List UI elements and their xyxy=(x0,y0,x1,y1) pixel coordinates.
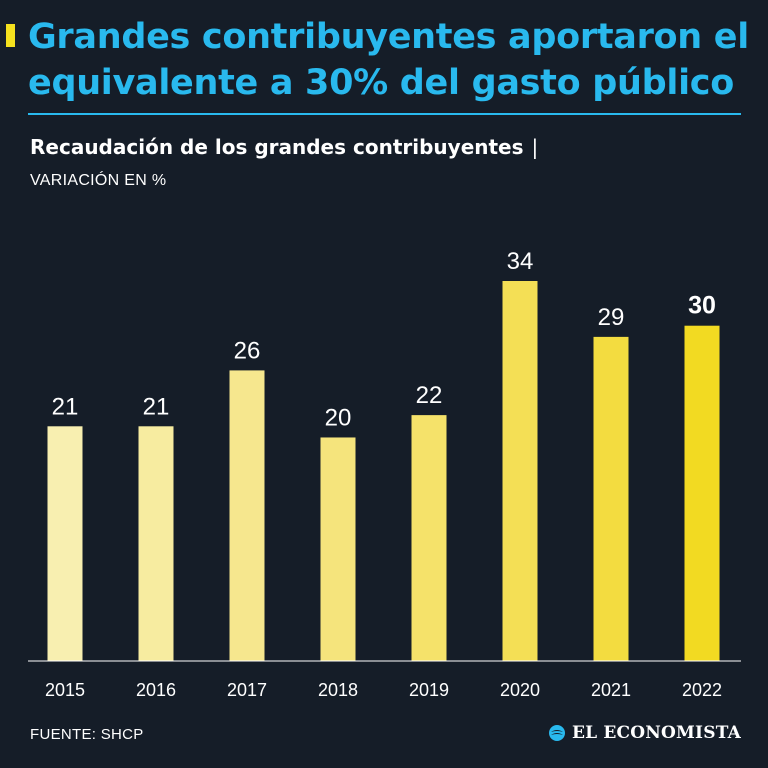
chart-subtitle-text: Recaudación de los grandes contribuyente… xyxy=(30,135,524,159)
bar-2015 xyxy=(47,426,83,661)
data-label-2020: 34 xyxy=(507,248,534,275)
chart-subtitle: Recaudación de los grandes contribuyente… xyxy=(30,133,538,161)
headline: Grandes contribuyentes aportaron el equi… xyxy=(28,17,749,103)
data-label-2015: 21 xyxy=(52,393,79,420)
x-tick-2017: 2017 xyxy=(227,680,267,700)
x-tick-2018: 2018 xyxy=(318,680,358,700)
bar-2020 xyxy=(502,281,538,661)
x-tick-2015: 2015 xyxy=(45,680,85,700)
data-label-2017: 26 xyxy=(234,337,261,364)
bar-2019 xyxy=(411,415,447,661)
data-label-2022: 30 xyxy=(688,292,716,320)
headline-accent-bar xyxy=(6,24,15,47)
bar-2016 xyxy=(138,426,174,661)
brand-logo: EL ECONOMISTA xyxy=(548,721,741,745)
x-tick-2021: 2021 xyxy=(591,680,631,700)
data-label-2018: 20 xyxy=(325,404,352,431)
bar-2021 xyxy=(593,336,629,661)
bar-2018 xyxy=(320,437,356,661)
subtitle-separator: | xyxy=(531,135,539,159)
headline-divider xyxy=(28,113,741,115)
source-note: FUENTE: SHCP xyxy=(30,726,144,743)
chart-units-label: VARIACIÓN EN % xyxy=(30,172,167,189)
data-label-2019: 22 xyxy=(416,382,443,409)
bar-2022 xyxy=(684,325,720,661)
brand-name: EL ECONOMISTA xyxy=(571,723,741,743)
x-tick-2022: 2022 xyxy=(682,680,722,700)
x-tick-2020: 2020 xyxy=(500,680,540,700)
bar-2017 xyxy=(229,370,265,661)
x-tick-2019: 2019 xyxy=(409,680,449,700)
x-tick-2016: 2016 xyxy=(136,680,176,700)
data-label-2021: 29 xyxy=(598,304,625,331)
brand-globe-icon xyxy=(548,725,565,741)
data-label-2016: 21 xyxy=(143,393,170,420)
